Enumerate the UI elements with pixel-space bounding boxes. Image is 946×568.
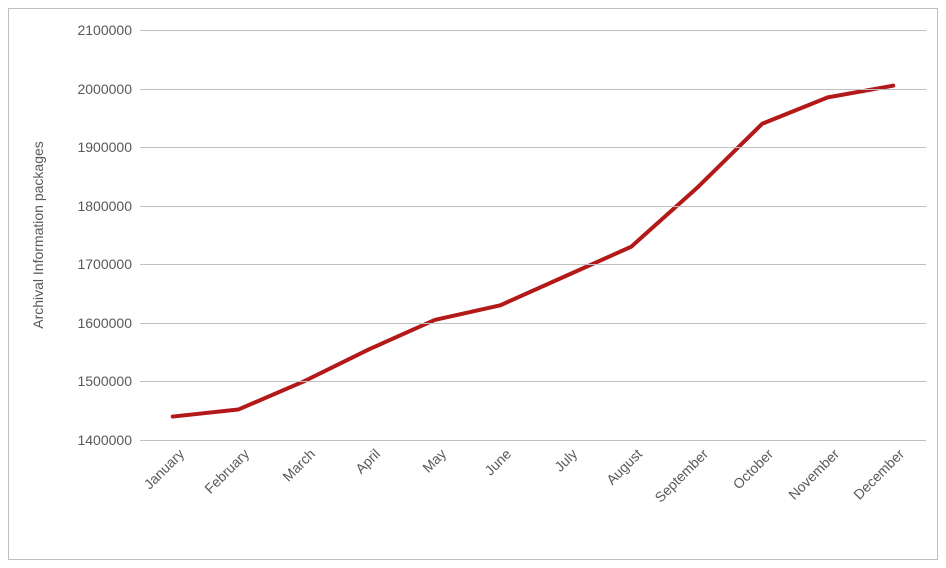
y-tick-label: 1500000 — [77, 373, 140, 389]
gridline — [140, 89, 926, 90]
y-tick-label: 1600000 — [77, 315, 140, 331]
y-axis-title: Archival Information packages — [30, 141, 46, 329]
y-tick-label: 2100000 — [77, 22, 140, 38]
gridline — [140, 323, 926, 324]
gridline — [140, 147, 926, 148]
chart-container: 1400000 1500000 1600000 1700000 1800000 19000… — [0, 0, 946, 568]
gridline — [140, 264, 926, 265]
y-tick-label: 1400000 — [77, 432, 140, 448]
y-tick-label: 1800000 — [77, 198, 140, 214]
gridline — [140, 381, 926, 382]
gridline — [140, 440, 926, 441]
line-series — [140, 30, 926, 440]
plot-area: 1400000150000016000001700000180000019000… — [140, 30, 926, 440]
y-tick-label: 1900000 — [77, 139, 140, 155]
y-tick-label: 1700000 — [77, 256, 140, 272]
data-line — [173, 86, 894, 417]
gridline — [140, 206, 926, 207]
y-tick-label: 2000000 — [77, 81, 140, 97]
gridline — [140, 30, 926, 31]
